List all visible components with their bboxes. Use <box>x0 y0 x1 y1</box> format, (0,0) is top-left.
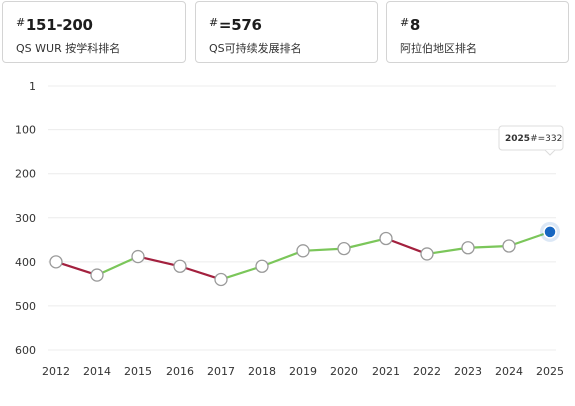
data-point <box>337 241 351 256</box>
y-tick-label: 500 <box>15 300 36 313</box>
x-tick-label: 2012 <box>42 365 70 378</box>
y-tick-label: 300 <box>15 212 36 225</box>
x-tick-label: 2015 <box>124 365 152 378</box>
card-value: #8 <box>400 16 420 34</box>
grid-lines <box>48 85 556 351</box>
line-segments <box>54 230 552 281</box>
data-point <box>90 268 104 282</box>
card-label: QS可持续发展排名 <box>209 42 302 55</box>
card-value-text: =576 <box>218 16 262 34</box>
line-segment <box>384 237 429 256</box>
data-point <box>49 255 63 269</box>
y-tick-label: 100 <box>15 124 36 137</box>
card-value-text: 151-200 <box>25 16 93 34</box>
line-segment <box>219 265 264 281</box>
card-subject-ranking[interactable]: #151-200 QS WUR 按学科排名 <box>2 1 186 63</box>
data-point <box>420 247 434 261</box>
x-tick-label: 2016 <box>166 365 194 378</box>
card-value: #=576 <box>209 16 262 34</box>
tooltip-text: 2025#=332 <box>505 134 562 144</box>
line-segment <box>260 249 305 268</box>
y-axis-ticks: 1 100 200 300 400 500 600 <box>15 80 36 357</box>
line-segment <box>425 246 470 256</box>
y-tick-label: 1 <box>29 80 36 93</box>
hash-symbol: # <box>209 16 218 29</box>
data-point <box>502 239 516 253</box>
x-tick-label: 2014 <box>83 365 111 378</box>
x-tick-label: 2021 <box>372 365 400 378</box>
tooltip-box <box>498 125 564 151</box>
tooltip-pointer <box>544 149 556 156</box>
data-point <box>214 272 228 287</box>
card-label: 阿拉伯地区排名 <box>400 42 477 55</box>
data-point <box>131 249 145 264</box>
card-arab-region-ranking[interactable]: #8 阿拉伯地区排名 <box>386 1 569 63</box>
x-tick-label: 2022 <box>413 365 441 378</box>
hash-symbol: # <box>400 16 409 29</box>
card-label: QS WUR 按学科排名 <box>16 42 121 55</box>
line-segment <box>178 265 223 281</box>
line-segment <box>95 255 140 277</box>
tooltip-rank: #=332 <box>530 134 562 144</box>
x-tick-label: 2018 <box>248 365 276 378</box>
x-tick-label: 2017 <box>207 365 235 378</box>
tooltip: 2025#=332 <box>498 125 564 156</box>
x-tick-label: 2025 <box>536 365 564 378</box>
data-point <box>173 259 187 273</box>
data-points <box>49 221 560 287</box>
card-value: #151-200 <box>16 16 93 34</box>
data-point <box>461 241 475 255</box>
line-segment <box>136 255 182 268</box>
line-segment <box>466 244 511 249</box>
line-segment <box>54 260 99 277</box>
line-segment <box>507 230 552 248</box>
x-tick-label: 2023 <box>454 365 482 378</box>
x-tick-label: 2019 <box>289 365 317 378</box>
data-point <box>296 244 310 258</box>
card-value-text: 8 <box>409 16 421 34</box>
card-sustainability-ranking[interactable]: #=576 QS可持续发展排名 <box>195 1 378 63</box>
data-point <box>255 259 269 273</box>
x-axis-ticks: 2012 2014 2015 2016 2017 2018 2019 2020 2021 2022… <box>42 365 564 378</box>
x-tick-label: 2020 <box>330 365 358 378</box>
y-tick-label: 200 <box>15 168 36 181</box>
data-point <box>379 231 393 246</box>
y-tick-label: 400 <box>15 256 36 269</box>
x-tick-label: 2024 <box>495 365 523 378</box>
line-segment <box>301 247 346 252</box>
data-point-highlighted <box>543 225 557 239</box>
line-segment <box>342 237 388 250</box>
ranking-trend-chart: 1 100 200 300 400 500 600 2012 2014 2015 2016 2017… <box>15 80 564 378</box>
ranking-cards: #151-200 QS WUR 按学科排名 #=576 QS可持续发展排名 #8… <box>0 0 575 70</box>
hash-symbol: # <box>16 16 25 29</box>
y-tick-label: 600 <box>15 344 36 357</box>
tooltip-year: 2025 <box>505 134 530 144</box>
